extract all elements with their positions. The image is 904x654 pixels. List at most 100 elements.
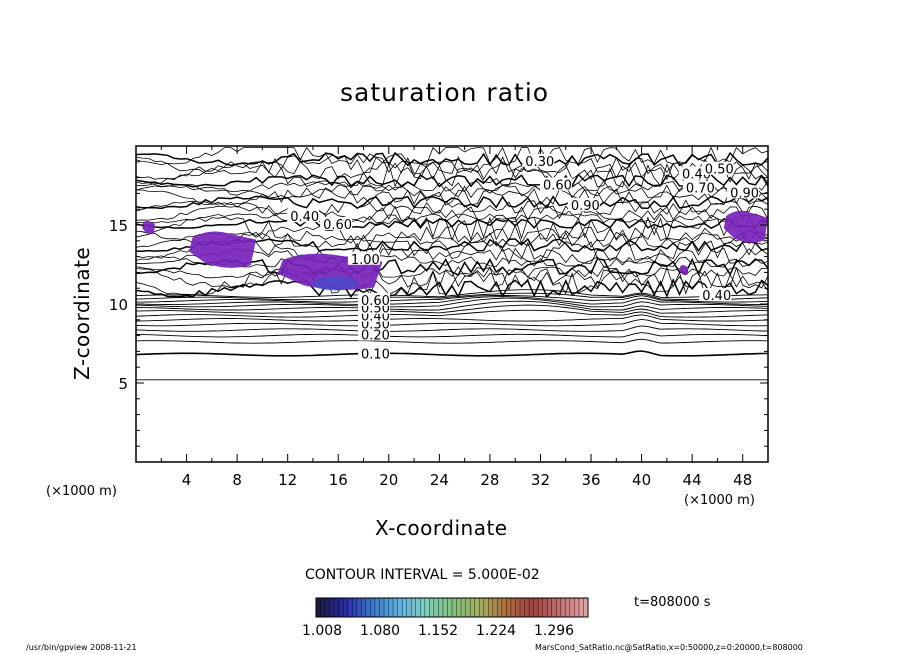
colorbar-cell bbox=[542, 598, 548, 617]
contour-label-bg bbox=[522, 153, 555, 167]
colorbar-cell bbox=[325, 598, 331, 617]
contour-line bbox=[135, 213, 769, 224]
colorbar-cell bbox=[397, 598, 403, 617]
chart-title: saturation ratio bbox=[340, 78, 550, 107]
contour-line bbox=[135, 270, 769, 296]
x-tick-label: 16 bbox=[329, 471, 348, 489]
contour-line bbox=[135, 304, 769, 314]
colorbar-cell bbox=[510, 598, 516, 617]
time-label: t=808000 s bbox=[634, 595, 711, 610]
contour-interval-label: CONTOUR INTERVAL = 5.000E-02 bbox=[305, 567, 540, 583]
contour-line bbox=[135, 184, 769, 200]
contour-label: 0.20 bbox=[361, 329, 390, 344]
contour-label-bg bbox=[699, 288, 732, 302]
colorbar-cell bbox=[365, 598, 371, 617]
colorbar-cell bbox=[465, 598, 471, 617]
contour-line bbox=[135, 289, 769, 298]
colorbar-cell bbox=[424, 598, 430, 617]
contour-label-bg bbox=[567, 198, 600, 212]
colorbar-cell bbox=[560, 598, 566, 617]
contour-line bbox=[135, 266, 769, 279]
colorbar-cell bbox=[565, 598, 571, 617]
colorbar-cell bbox=[384, 598, 390, 617]
colorbar-cell bbox=[515, 598, 521, 617]
x-tick-label: 12 bbox=[278, 471, 297, 489]
x-tick-label: 4 bbox=[182, 471, 192, 489]
contour-line bbox=[136, 295, 769, 303]
colorbar-cell bbox=[429, 598, 435, 617]
footer-data-source: MarsCond_SatRatio.nc@SatRatio,x=0:50000,… bbox=[535, 643, 803, 652]
colorbar-cell bbox=[442, 598, 448, 617]
colorbar-cell bbox=[320, 598, 326, 617]
contour-line bbox=[135, 154, 769, 175]
contour-label-bg bbox=[357, 292, 390, 306]
contour-line bbox=[135, 350, 769, 357]
colorbar-cell bbox=[529, 598, 535, 617]
contour-label: 0.60 bbox=[543, 179, 572, 194]
colorbar-cell bbox=[569, 598, 575, 617]
colorbar-cell bbox=[433, 598, 439, 617]
colorbar-cell bbox=[420, 598, 426, 617]
y-tick-label: 10 bbox=[109, 296, 128, 314]
contour-label: 0.70 bbox=[686, 182, 715, 197]
contour-line bbox=[135, 338, 769, 344]
contour-label: 0.60 bbox=[323, 218, 352, 233]
contour-label: 0.60 bbox=[361, 294, 390, 309]
x-tick-label: 28 bbox=[480, 471, 499, 489]
colorbar-cell bbox=[388, 598, 394, 617]
contour-label: 0.90 bbox=[571, 199, 600, 214]
contour-line bbox=[135, 146, 769, 166]
colorbar-cell bbox=[461, 598, 467, 617]
colorbar-cell bbox=[538, 598, 544, 617]
colorbar-cell bbox=[447, 598, 453, 617]
contour-line bbox=[136, 162, 769, 188]
contour-line bbox=[135, 292, 769, 301]
colorbar-cell bbox=[574, 598, 580, 617]
colorbar-tick-label: 1.080 bbox=[360, 623, 401, 639]
colorbar-tick-label: 1.008 bbox=[302, 623, 343, 639]
colorbar-tick-label: 1.224 bbox=[476, 623, 517, 639]
y-axis-ticks: 5 10 15 bbox=[109, 145, 768, 463]
colorbar-cell bbox=[583, 598, 589, 617]
colorbar-cell bbox=[474, 598, 480, 617]
colorbar-tick-label: 1.296 bbox=[534, 623, 575, 639]
colorbar-cell bbox=[316, 598, 322, 617]
y-tick-label: 15 bbox=[109, 217, 128, 235]
x-axis-label: X-coordinate bbox=[375, 516, 508, 540]
contour-line bbox=[135, 314, 769, 322]
colorbar-cell bbox=[347, 598, 353, 617]
contour-label-bg bbox=[347, 251, 380, 265]
colorbar-cell bbox=[547, 598, 553, 617]
contour-label: 0.40 bbox=[702, 289, 731, 304]
x-tick-label: 20 bbox=[379, 471, 398, 489]
contour-label: 0.10 bbox=[361, 348, 390, 363]
contour-label-bg bbox=[357, 327, 390, 341]
colorbar-cell bbox=[379, 598, 385, 617]
colorbar-tick-label: 1.152 bbox=[418, 623, 459, 639]
shaded-region bbox=[679, 264, 689, 276]
contour-label-bg bbox=[727, 185, 760, 199]
colorbar-cell bbox=[492, 598, 498, 617]
contour-line bbox=[135, 151, 769, 167]
x-axis-ticks: 4 8 12 16 20 24 28 32 36 40 44 48 bbox=[135, 146, 769, 489]
contour-label-bg bbox=[357, 346, 390, 360]
y-axis-label: Z-coordinate bbox=[70, 246, 94, 380]
colorbar-cell bbox=[402, 598, 408, 617]
x-tick-label: 32 bbox=[531, 471, 550, 489]
colorbar-cell bbox=[361, 598, 367, 617]
contour-labels: 0.100.200.300.400.500.601.000.400.600.30… bbox=[287, 153, 760, 363]
x-tick-label: 8 bbox=[232, 471, 242, 489]
contour-line bbox=[135, 160, 769, 181]
contour-lines bbox=[135, 146, 769, 381]
colorbar-cell bbox=[393, 598, 399, 617]
shaded-region-core bbox=[312, 276, 359, 291]
colorbar-cell bbox=[374, 598, 380, 617]
contour-label: 0.90 bbox=[730, 186, 759, 201]
colorbar-cell bbox=[520, 598, 526, 617]
contour-label-bg bbox=[287, 209, 320, 223]
x-unit-label-right: (×1000 m) bbox=[684, 493, 755, 508]
contour-label-bg bbox=[701, 161, 734, 175]
contour-label: 0.40 bbox=[290, 210, 319, 225]
contour-line bbox=[135, 296, 768, 305]
contour-line bbox=[135, 173, 769, 188]
